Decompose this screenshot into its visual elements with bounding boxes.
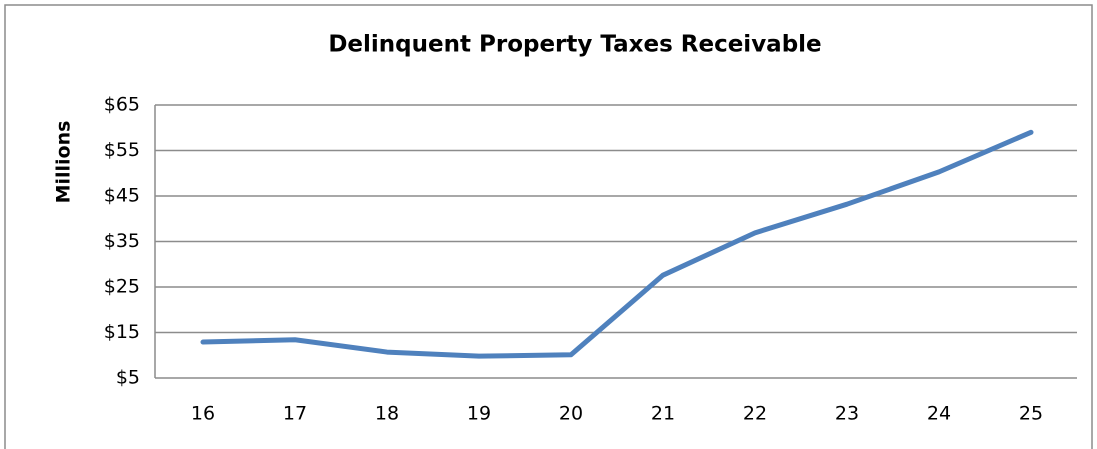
x-tick-label: 19 — [467, 403, 491, 425]
y-tick-label: $5 — [116, 367, 140, 389]
chart-frame — [4, 4, 1093, 449]
x-tick-label: 21 — [651, 403, 675, 425]
x-tick-label: 24 — [927, 403, 951, 425]
y-tick-label: $25 — [104, 276, 140, 298]
y-tick-label: $35 — [104, 230, 140, 252]
x-tick-label: 16 — [191, 403, 215, 425]
y-tick-label: $45 — [104, 185, 140, 207]
x-tick-label: 25 — [1019, 403, 1043, 425]
chart-title: Delinquent Property Taxes Receivable — [328, 32, 821, 58]
x-tick-label: 17 — [283, 403, 307, 425]
y-tick-label: $15 — [104, 321, 140, 343]
y-axis-title: Millions — [53, 121, 75, 204]
x-tick-label: 23 — [835, 403, 859, 425]
x-tick-label: 22 — [743, 403, 767, 425]
x-tick-label: 20 — [559, 403, 583, 425]
y-tick-label: $55 — [104, 139, 140, 161]
line-series — [200, 129, 1034, 359]
y-tick-label: $65 — [104, 94, 140, 116]
x-tick-label: 18 — [375, 403, 399, 425]
